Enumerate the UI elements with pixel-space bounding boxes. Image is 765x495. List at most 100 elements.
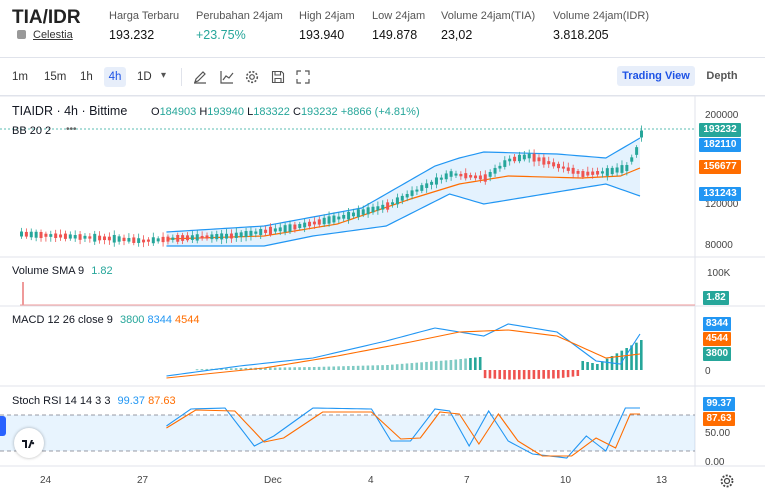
macd-signal-line <box>166 329 641 379</box>
candle <box>430 181 434 185</box>
gear-icon[interactable] <box>245 70 259 84</box>
more-dots-icon[interactable]: ••• <box>66 124 77 135</box>
price-tick: 200000 <box>705 110 739 121</box>
candle <box>137 238 141 243</box>
candle <box>239 232 243 237</box>
candle <box>132 237 136 243</box>
candle <box>312 221 316 225</box>
stoch-tick: 50.00 <box>705 428 731 439</box>
candle <box>151 237 155 244</box>
depth-tab[interactable]: Depth <box>706 70 738 82</box>
macd-histogram-bar <box>537 370 541 379</box>
macd-histogram-bar <box>342 366 345 370</box>
candle <box>420 185 424 191</box>
candle <box>483 174 487 182</box>
macd-histogram-bar <box>542 370 545 379</box>
macd-legend: MACD 12 26 close 9 3800 8344 4544 <box>12 314 200 326</box>
tradingview-logo[interactable] <box>14 428 44 458</box>
candle <box>508 158 512 162</box>
indicators-icon[interactable] <box>220 70 234 84</box>
macd-histogram-bar <box>283 367 287 370</box>
macd-histogram-bar <box>391 364 394 370</box>
macd-hist-tag: 3800 <box>703 347 731 361</box>
macd-histogram-bar <box>268 367 272 370</box>
settings-gear-icon[interactable] <box>719 473 735 489</box>
macd-histogram-bar <box>434 361 438 370</box>
candle <box>283 225 287 233</box>
macd-histogram-bar <box>615 353 619 370</box>
candle <box>615 167 619 173</box>
volume-bar <box>22 282 24 305</box>
macd-histogram-bar <box>517 370 521 380</box>
timeframe-1h[interactable]: 1h <box>80 71 93 83</box>
macd-histogram-bar <box>395 364 399 370</box>
macd-histogram-bar <box>557 370 560 379</box>
price-chart[interactable] <box>0 96 765 495</box>
candle <box>547 161 551 165</box>
macd-histogram-bar <box>630 345 633 370</box>
timeframe-15m[interactable]: 15m <box>44 71 67 83</box>
macd-histogram-bar <box>449 360 453 370</box>
trading-view-tab[interactable]: Trading View <box>617 66 695 86</box>
macd-histogram-bar <box>322 366 326 370</box>
macd-histogram-bar <box>552 370 555 379</box>
stat-value-vol-idr: 3.818.205 <box>553 28 609 42</box>
candle <box>303 222 307 228</box>
stoch-k-tag: 99.37 <box>703 397 735 411</box>
candle <box>630 157 634 162</box>
candle <box>537 157 541 162</box>
volume-tick: 100K <box>707 268 731 279</box>
candle <box>176 235 180 242</box>
chevron-down-icon[interactable]: ▾ <box>161 70 167 81</box>
macd-histogram-bar <box>381 365 384 370</box>
candle <box>205 235 209 239</box>
candle <box>391 202 395 205</box>
candle <box>127 237 131 242</box>
draw-pencil-icon[interactable] <box>193 70 207 84</box>
macd-histogram-bar <box>474 357 477 370</box>
save-icon[interactable] <box>271 70 285 84</box>
macd-histogram-bar <box>327 366 331 370</box>
candle <box>576 170 580 174</box>
candle <box>20 231 23 237</box>
volume-tag: 1.82 <box>703 291 729 305</box>
candle <box>185 235 189 241</box>
stat-label-vol-idr: Volume 24jam(IDR) <box>553 10 649 22</box>
macd-histogram-bar <box>220 368 223 370</box>
timeframe-4h[interactable]: 4h <box>104 67 126 87</box>
candle <box>415 189 419 192</box>
stat-value-low: 149.878 <box>372 28 418 42</box>
timeframe-1d[interactable]: 1D <box>137 71 152 83</box>
candle <box>557 163 561 169</box>
coin-name-link[interactable]: Celestia <box>33 29 73 41</box>
macd-histogram-bar <box>478 357 482 370</box>
macd-histogram-bar <box>376 365 379 370</box>
candle <box>317 219 321 225</box>
macd-histogram-bar <box>366 365 370 370</box>
candle <box>268 226 272 235</box>
candle <box>322 217 326 225</box>
macd-histogram-bar <box>561 370 565 378</box>
stoch-d-line <box>166 409 640 457</box>
candle <box>449 171 453 177</box>
side-panel-handle[interactable] <box>0 416 6 436</box>
macd-histogram-bar <box>483 370 487 379</box>
candle <box>44 233 48 237</box>
candle <box>366 207 370 215</box>
candle <box>68 234 72 239</box>
macd-histogram-bar <box>425 361 428 370</box>
stat-label-change: Perubahan 24jam <box>196 10 283 22</box>
candle <box>400 195 404 201</box>
candle <box>308 221 312 227</box>
fullscreen-icon[interactable] <box>296 70 310 84</box>
macd-histogram-bar <box>513 370 516 380</box>
candle <box>29 231 33 238</box>
candle <box>469 175 473 178</box>
timeframe-1m[interactable]: 1m <box>12 71 28 83</box>
macd-histogram-bar <box>527 370 531 380</box>
candle <box>371 206 375 213</box>
candle <box>181 235 185 241</box>
macd-histogram-bar <box>337 366 340 370</box>
macd-histogram-bar <box>439 360 443 370</box>
stat-label-low: Low 24jam <box>372 10 426 22</box>
